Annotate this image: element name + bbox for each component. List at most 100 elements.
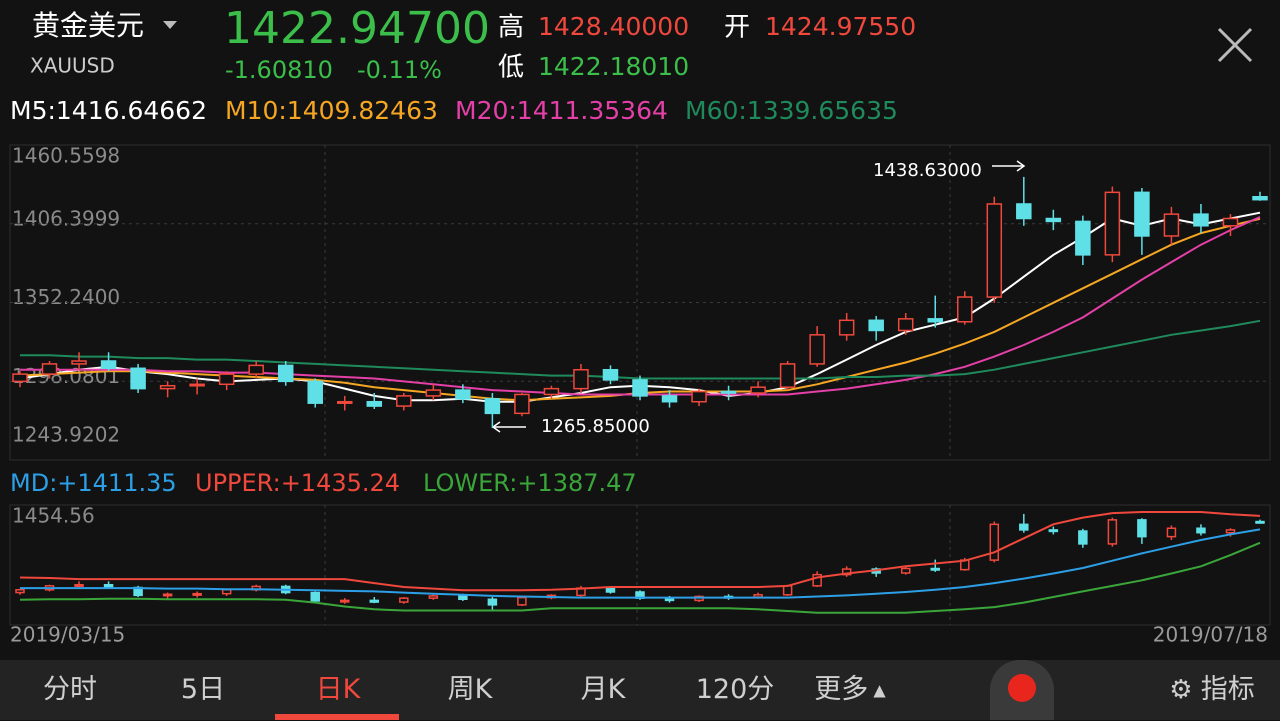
candle-body — [74, 583, 84, 587]
candle-body — [162, 593, 173, 597]
candle-body — [930, 567, 940, 571]
candle-body — [455, 389, 471, 400]
candle-body — [897, 318, 914, 332]
record-dot — [1008, 674, 1036, 702]
tab[interactable]: 周K — [448, 660, 493, 720]
candle-body — [1016, 203, 1032, 220]
high-label: 高 — [498, 13, 524, 43]
tab-label: 120分 — [695, 674, 775, 705]
candle-body — [720, 390, 737, 394]
candle-body — [691, 390, 707, 403]
candle-body — [458, 595, 468, 601]
candle-body — [1048, 529, 1059, 533]
record-button[interactable] — [990, 660, 1054, 720]
candle-body — [1107, 519, 1118, 545]
tab-bar: 分时 5日 日K 周K 月K 120分 更多 ▲ ⚙ 指标 — [0, 660, 1280, 720]
candle-body — [277, 364, 294, 383]
candle-body — [1137, 519, 1147, 538]
candle-body — [310, 591, 320, 602]
candle-body — [661, 395, 678, 403]
legend-entry: M5:1416.64662 — [10, 96, 207, 125]
candle-body — [1166, 527, 1177, 538]
candle-body — [812, 573, 822, 587]
tab-label: 指标 — [1200, 674, 1255, 705]
legend-entry: UPPER:+1435.24 — [195, 469, 400, 497]
tab-label: 周K — [447, 674, 493, 705]
candle-body — [1225, 529, 1236, 534]
candle-body — [248, 364, 264, 375]
tab[interactable]: 月K — [581, 660, 626, 720]
tab[interactable]: ⚙ 指标 — [1169, 660, 1255, 720]
legend-entry: M60:1339.65635 — [685, 96, 898, 125]
candle-body — [366, 400, 383, 407]
max-arrow — [992, 160, 1026, 172]
candle-body — [221, 589, 232, 595]
candle-body — [1193, 213, 1209, 227]
candle-body — [957, 296, 973, 323]
candle-body — [809, 334, 825, 365]
candle-body — [632, 379, 648, 397]
code: XAUUSD — [30, 54, 115, 78]
tab[interactable]: 更多 ▲ — [814, 660, 885, 720]
candle-body — [573, 368, 589, 390]
legend-entry: LOWER:+1387.47 — [423, 469, 637, 497]
candle-body — [159, 384, 176, 390]
x-tick-label: 2019/07/18 — [1153, 623, 1268, 647]
open-label: 开 — [724, 13, 750, 43]
candle-body — [1019, 523, 1029, 531]
tab[interactable]: 分时 — [43, 660, 97, 720]
background — [0, 0, 1280, 660]
low: 1422.18010 — [538, 52, 689, 81]
candle-body — [602, 368, 619, 381]
candle-body — [487, 598, 498, 606]
indicator-icon: ⚙ — [1169, 675, 1201, 705]
candle-body — [425, 389, 442, 397]
candle-body — [1222, 217, 1239, 227]
y-tick-label: 1454.56 — [12, 504, 95, 528]
candle-body — [1134, 191, 1150, 237]
candle-body — [41, 363, 58, 375]
change-pct: -0.11% — [357, 56, 442, 84]
price: 1422.94700 — [224, 3, 490, 54]
more-arrow: ▲ — [868, 680, 886, 700]
candle-body — [396, 395, 412, 407]
tab-label: 分时 — [43, 674, 97, 705]
candle-body — [1078, 530, 1088, 545]
y-tick-label: 1243.9202 — [12, 423, 120, 447]
legend-entry: MD:+1411.35 — [10, 469, 177, 497]
candle-body — [841, 568, 852, 576]
candle-body — [337, 400, 353, 404]
legend-entry: M10:1409.82463 — [225, 96, 438, 125]
y-tick-label: 1352.2400 — [12, 285, 120, 309]
candle-body — [484, 398, 501, 415]
tab[interactable]: 120分 — [696, 660, 775, 720]
min-annotation: 1265.85000 — [541, 416, 650, 437]
candle-body — [192, 592, 202, 596]
screen: 黄金美元 XAUUSD 1422.94700 -1.60810 -0.11% 高… — [0, 0, 1280, 660]
candle-body — [218, 373, 235, 386]
candle-body — [1255, 520, 1265, 524]
tab-label: 5日 — [180, 674, 226, 705]
candle-body — [1045, 217, 1062, 223]
ma-line — [19, 541, 1261, 614]
x-tick-label: 2019/03/15 — [10, 623, 125, 647]
symbol[interactable]: 黄金美元 — [32, 9, 144, 42]
tab[interactable]: 日K — [316, 660, 361, 720]
ma-line — [20, 528, 1261, 599]
candle-body — [605, 587, 616, 593]
vertical-grid — [324, 145, 951, 625]
open: 1424.97550 — [765, 12, 916, 41]
candle-body — [838, 319, 855, 336]
dropdown-icon[interactable] — [163, 21, 177, 29]
candle-body — [1104, 191, 1121, 256]
tab[interactable]: 5日 — [181, 660, 225, 720]
candle-body — [1252, 195, 1268, 201]
y-tick-label: 1406.3999 — [12, 206, 120, 230]
candle-body — [399, 597, 409, 603]
candle-body — [543, 387, 560, 396]
close-button[interactable] — [1217, 27, 1253, 63]
high: 1428.40000 — [538, 12, 689, 41]
candle-body — [12, 373, 28, 383]
tab-label: 日K — [315, 674, 361, 705]
